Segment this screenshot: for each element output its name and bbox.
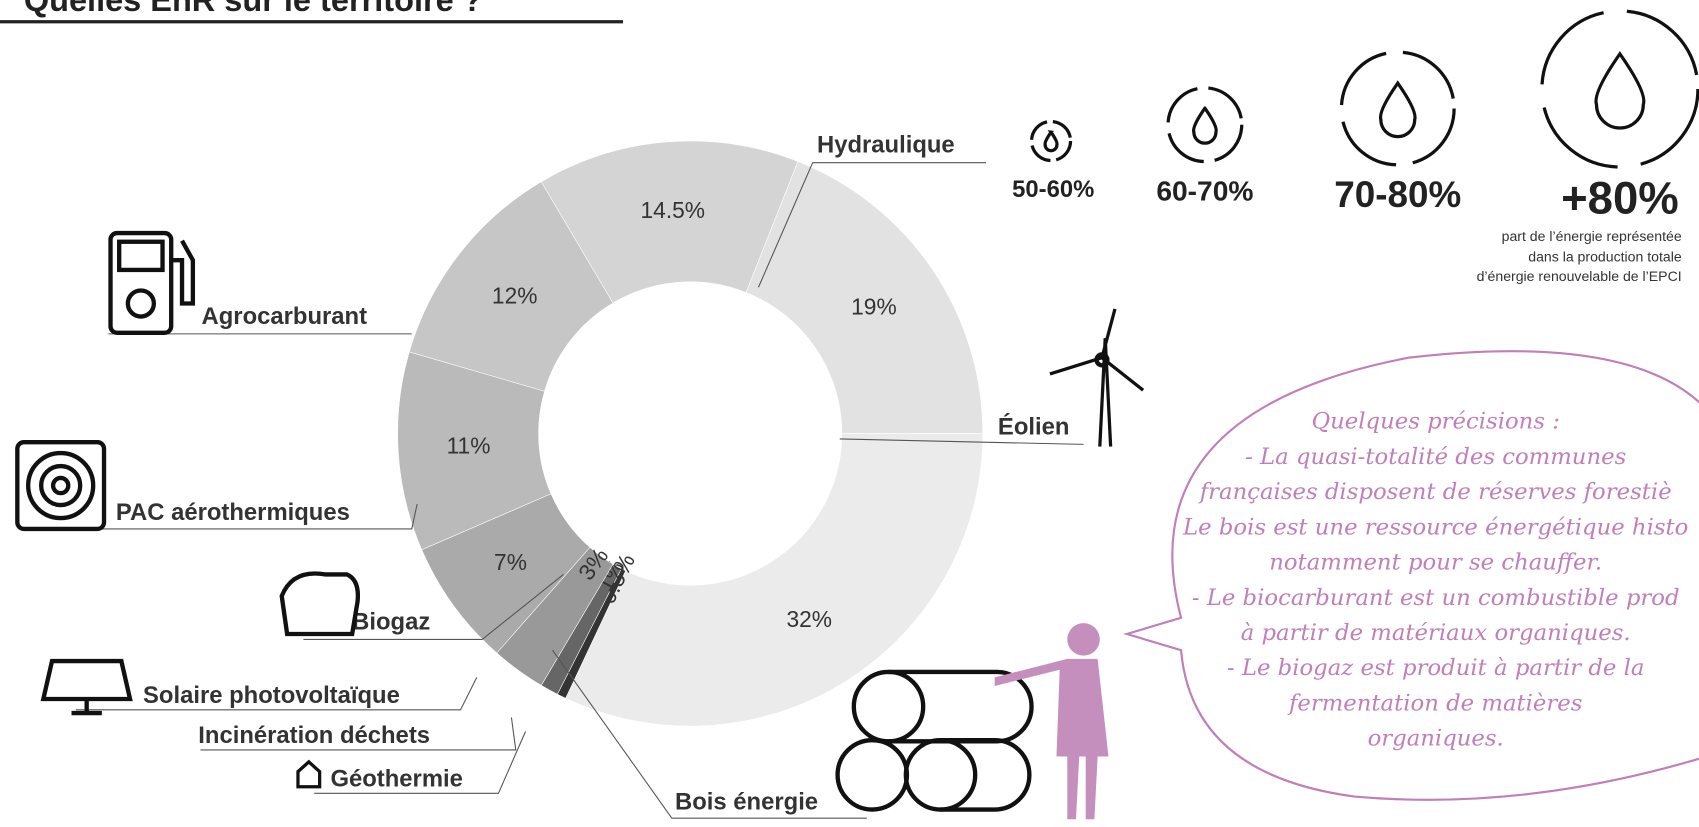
note-line: Quelques précisions :	[1311, 409, 1559, 435]
person	[995, 623, 1109, 819]
note-line: à partir de matériaux organiques.	[1241, 620, 1631, 646]
share-legend-label: 60-70%	[1156, 174, 1253, 206]
value-label: 7%	[494, 549, 527, 575]
category-label: Biogaz	[352, 608, 430, 635]
share-legend-label: 50-60%	[1012, 176, 1094, 203]
chart-title: Quelles EnR sur le territoire ?	[24, 0, 483, 18]
note-line: - La quasi-totalité des communes	[1245, 444, 1626, 470]
drop-icon	[1045, 132, 1057, 151]
note-line: notamment pour se chauffer.	[1269, 550, 1602, 576]
share-legend: 50-60% 60-70% 70-80% +80%	[1012, 11, 1698, 224]
category-label: Incinération déchets	[198, 722, 430, 749]
note-line: - Le biocarburant est un combustible pro…	[1192, 585, 1680, 611]
value-label: 11%	[447, 433, 491, 459]
category-label: Agrocarburant	[202, 303, 368, 330]
category-label: Éolien	[998, 412, 1070, 440]
share-icon	[1168, 88, 1242, 162]
category-label: PAC aérothermiques	[116, 499, 350, 526]
note-line: Le bois est une ressource énergétique hi…	[1182, 514, 1688, 540]
drop-icon	[1194, 108, 1217, 143]
notes: Quelques précisions : - La quasi-totalité…	[1182, 409, 1688, 752]
legend-caption: part de l’énergie représentée	[1502, 228, 1682, 244]
share-icon	[1341, 52, 1454, 165]
legend-caption: d’énergie renouvelable de l’EPCI	[1477, 268, 1682, 284]
share-legend-label: 70-80%	[1334, 174, 1461, 215]
note-line: - Le biogaz est produit à partir de la	[1227, 655, 1645, 681]
category-label: Solaire photovoltaïque	[143, 682, 400, 709]
donut: 32%0.5%1%3%7%11%12%14.5%19%	[398, 141, 983, 726]
share-legend-label: +80%	[1561, 173, 1679, 224]
category-label: Bois énergie	[675, 788, 818, 815]
category-label: Hydraulique	[817, 132, 955, 159]
drop-icon	[1596, 54, 1644, 128]
note-line: organiques.	[1368, 726, 1504, 752]
legend-caption: dans la production totale	[1528, 249, 1682, 265]
category-label: Géothermie	[330, 766, 462, 793]
value-label: 14.5%	[641, 197, 706, 223]
value-label: 32%	[786, 606, 832, 632]
infographic: Quelles EnR sur le territoire ? 32%0.5%1…	[0, 0, 1699, 827]
note-line: françaises disposent de réserves foresti…	[1198, 479, 1672, 505]
drop-icon	[1381, 83, 1416, 136]
value-label: 19%	[851, 294, 897, 320]
value-label: 12%	[492, 282, 538, 308]
share-icon	[1032, 121, 1071, 160]
note-line: fermentation de matières	[1287, 690, 1582, 716]
share-icon	[1542, 11, 1698, 167]
